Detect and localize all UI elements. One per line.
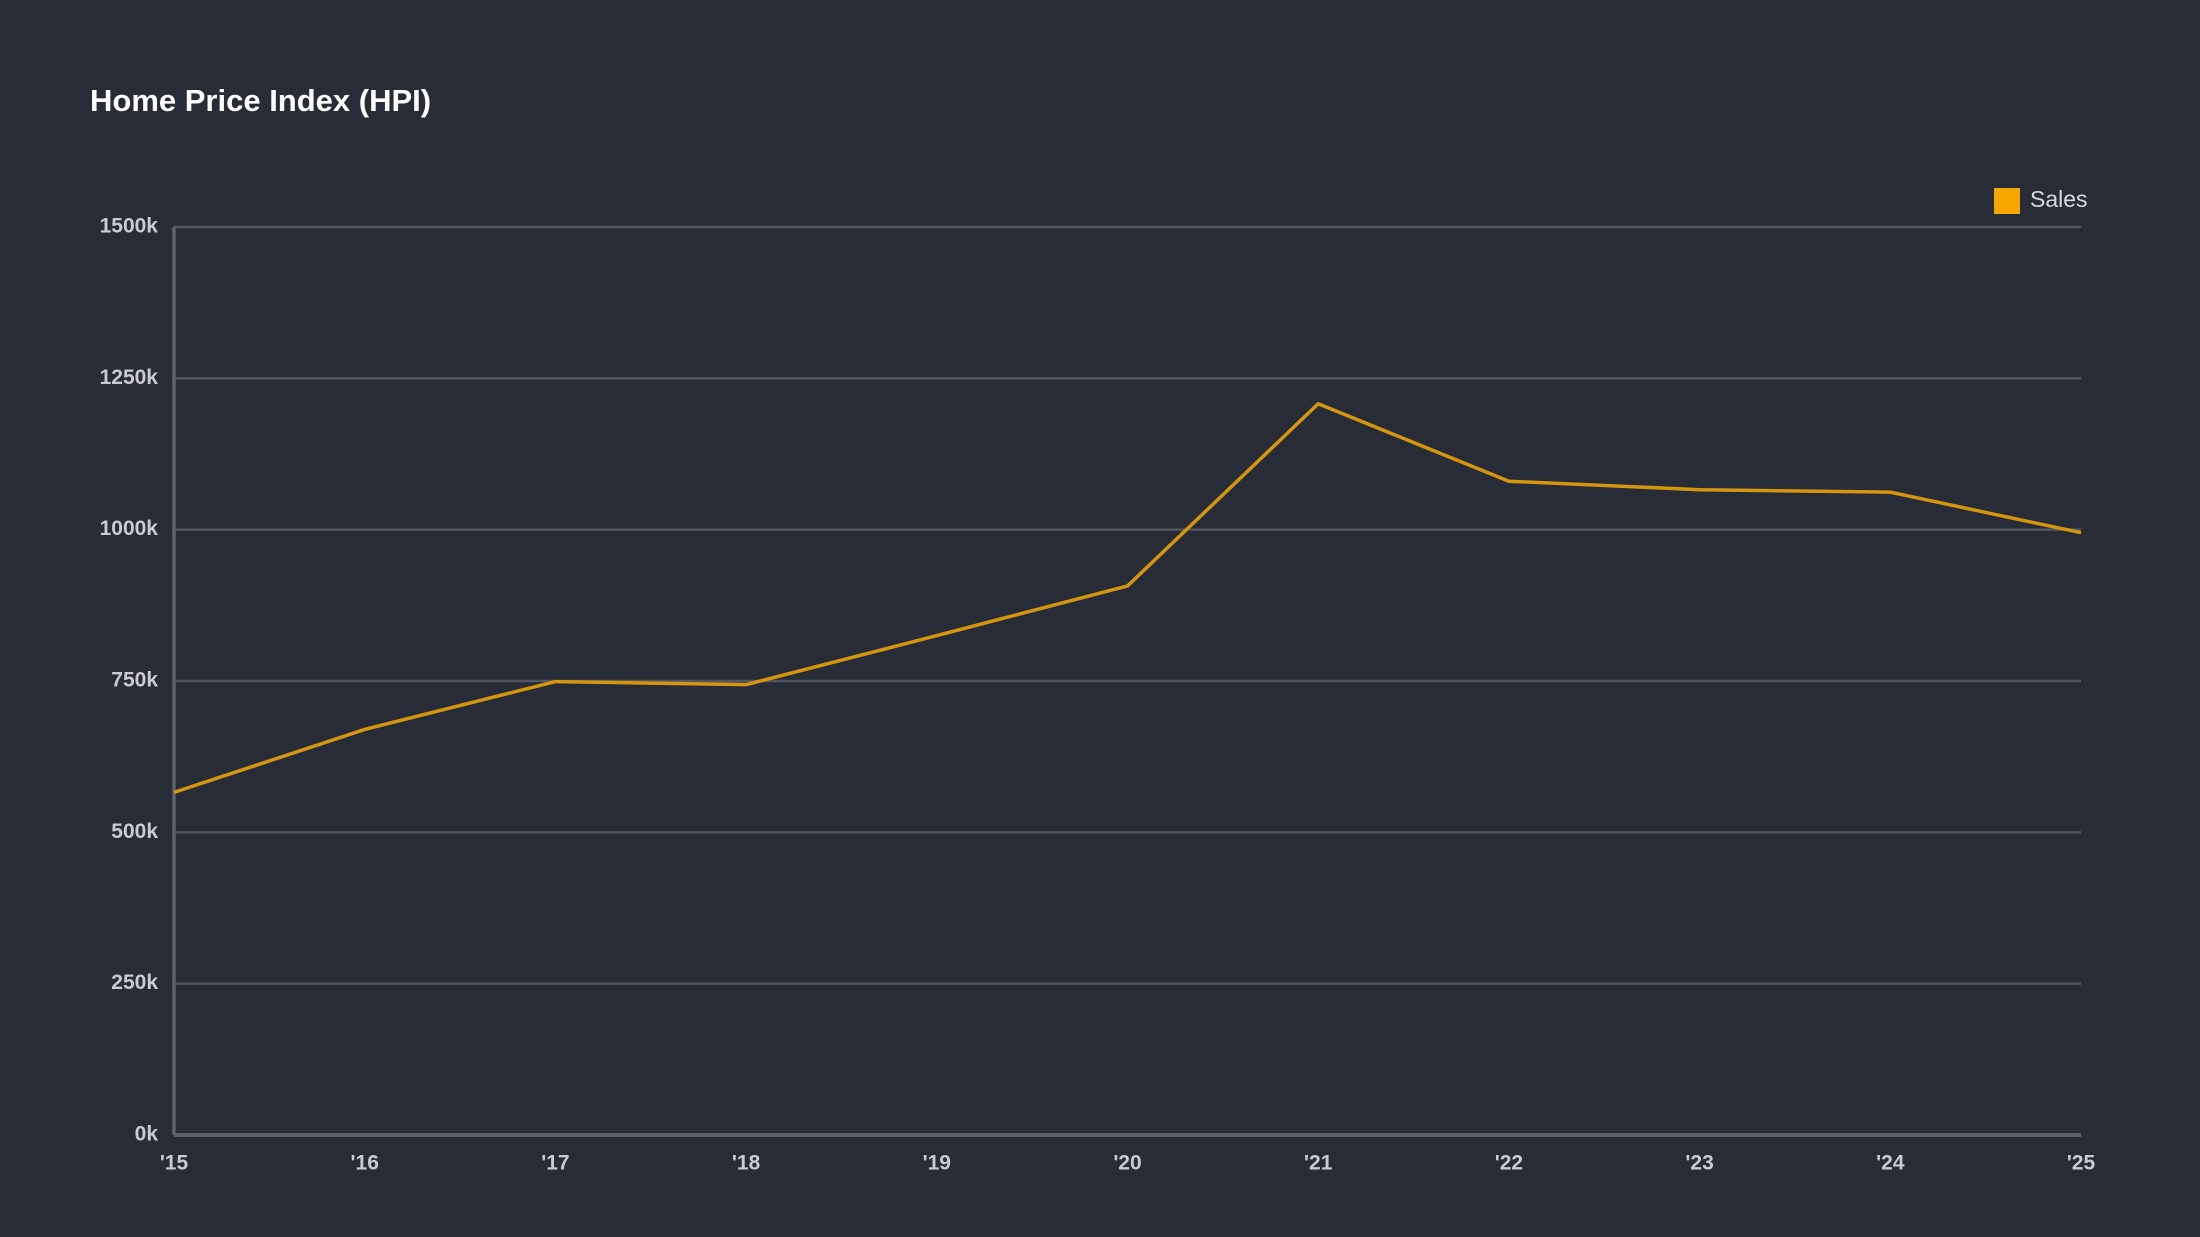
legend-swatch bbox=[1994, 188, 2020, 214]
x-tick-label: '19 bbox=[923, 1152, 951, 1175]
y-tick-label: 0k bbox=[135, 1123, 159, 1146]
x-tick-label: '24 bbox=[1876, 1152, 1905, 1175]
y-tick-label: 1000k bbox=[100, 517, 159, 540]
x-tick-label: '22 bbox=[1495, 1152, 1523, 1175]
x-tick-label: '15 bbox=[160, 1152, 189, 1175]
x-tick-label: '20 bbox=[1113, 1152, 1141, 1175]
x-tick-label: '21 bbox=[1304, 1152, 1333, 1175]
y-tick-label: 250k bbox=[111, 971, 158, 994]
legend-label: Sales bbox=[2030, 186, 2088, 212]
y-tick-label: 500k bbox=[111, 820, 158, 843]
y-tick-label: 1250k bbox=[100, 366, 159, 389]
x-tick-label: '17 bbox=[541, 1152, 569, 1175]
y-tick-label: 1500k bbox=[100, 215, 159, 238]
x-tick-label: '23 bbox=[1685, 1152, 1713, 1175]
x-tick-label: '18 bbox=[732, 1152, 761, 1175]
x-tick-label: '25 bbox=[2067, 1152, 2096, 1175]
x-tick-label: '16 bbox=[351, 1152, 379, 1175]
y-tick-label: 750k bbox=[111, 669, 158, 692]
data-line bbox=[173, 402, 2082, 795]
chart-title: Home Price Index (HPI) bbox=[90, 83, 431, 118]
